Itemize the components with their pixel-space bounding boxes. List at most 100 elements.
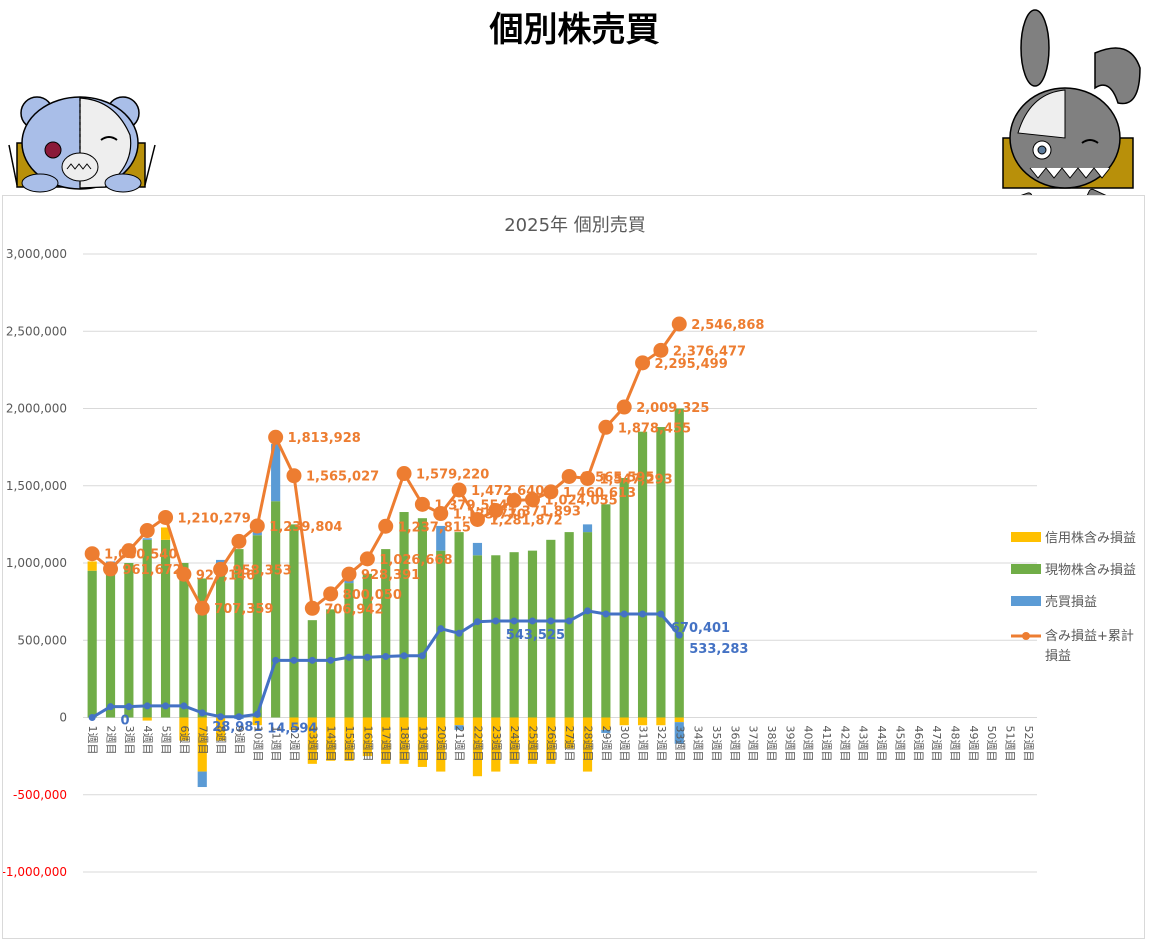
bar-credit bbox=[417, 717, 427, 767]
bar-cash bbox=[197, 578, 207, 718]
total-unrealized-point bbox=[139, 523, 155, 539]
x-tick-label: 6週目 bbox=[178, 726, 191, 755]
total-unrealized-point bbox=[158, 509, 174, 525]
legend-swatch bbox=[1011, 532, 1041, 542]
cumulative-trade-point bbox=[143, 702, 151, 710]
data-label-total: 2,295,499 bbox=[655, 357, 728, 372]
data-label-total: 1,237,815 bbox=[398, 520, 471, 535]
x-tick-label: 41週目 bbox=[820, 726, 833, 762]
x-tick-label: 10週目 bbox=[251, 726, 264, 762]
data-label-total: 1,813,928 bbox=[288, 431, 361, 446]
total-unrealized-point bbox=[249, 518, 265, 534]
cumulative-trade-point bbox=[198, 709, 206, 717]
cumulative-trade-point bbox=[345, 653, 353, 661]
y-tick-label: 1,500,000 bbox=[6, 479, 67, 493]
x-tick-label: 34週目 bbox=[692, 726, 705, 762]
bar-credit bbox=[509, 717, 519, 764]
bar-credit bbox=[564, 717, 574, 749]
bar-cash bbox=[362, 573, 372, 718]
chart: 2025年 個別売買 3,000,000 2,500,000 2,000,000 1,… bbox=[3, 215, 1136, 879]
total-unrealized-point bbox=[653, 342, 669, 358]
cumulative-trade-point bbox=[492, 617, 500, 625]
bar-trade bbox=[436, 525, 446, 551]
bar-credit bbox=[546, 717, 556, 764]
x-tick-label: 33週目 bbox=[673, 726, 686, 762]
legend-swatch bbox=[1011, 596, 1041, 606]
cumulative-trade-point bbox=[547, 617, 555, 625]
bar-cash bbox=[216, 563, 226, 718]
bar-trade bbox=[454, 725, 464, 730]
y-tick-label: 3,000,000 bbox=[6, 247, 67, 261]
bar-trade bbox=[582, 524, 593, 533]
bar-trade bbox=[601, 729, 611, 733]
cumulative-trade-point bbox=[125, 703, 133, 711]
bar-credit bbox=[436, 717, 446, 772]
bar-cash bbox=[472, 555, 483, 718]
cumulative-trade-point bbox=[620, 610, 628, 618]
data-label-total: 2,009,325 bbox=[636, 401, 709, 416]
bar-credit bbox=[160, 527, 171, 540]
total-unrealized-point bbox=[451, 482, 467, 498]
bar-cash bbox=[179, 563, 189, 718]
bar-cash bbox=[142, 539, 152, 718]
x-tick-label: 29週目 bbox=[600, 726, 613, 762]
cumulative-trade-point bbox=[88, 714, 96, 721]
total-unrealized-point bbox=[414, 496, 430, 512]
data-label-total: 958,353 bbox=[233, 563, 292, 578]
bar-trade bbox=[674, 722, 684, 744]
data-label-total: 1,547,293 bbox=[600, 472, 673, 487]
y-tick-label: 2,000,000 bbox=[6, 402, 67, 416]
data-label-trade-cum: 670,401 bbox=[671, 621, 730, 636]
cumulative-trade-point bbox=[272, 656, 280, 664]
legend-label: 含み損益+累計損益 bbox=[1045, 628, 1134, 664]
bar-credit bbox=[527, 717, 538, 764]
cumulative-trade-point bbox=[162, 702, 170, 710]
x-tick-label: 39週目 bbox=[783, 726, 796, 762]
total-unrealized-point bbox=[543, 484, 559, 500]
cumulative-trade-point bbox=[107, 703, 115, 711]
data-label-total: 1,281,872 bbox=[489, 513, 562, 528]
bar-credit bbox=[344, 717, 354, 761]
legend-swatch-marker bbox=[1022, 632, 1030, 640]
cumulative-trade-point bbox=[528, 617, 536, 625]
total-unrealized-point bbox=[671, 316, 687, 332]
bar-cash bbox=[491, 555, 501, 718]
x-tick-label: 51週目 bbox=[1003, 726, 1016, 762]
x-tick-label: 44週目 bbox=[875, 726, 888, 762]
data-label-total: 706,942 bbox=[324, 602, 383, 617]
data-label-total: 1,210,279 bbox=[178, 511, 251, 526]
cumulative-trade-point bbox=[400, 652, 408, 660]
bar-cash bbox=[105, 572, 116, 718]
total-unrealized-point bbox=[469, 511, 485, 527]
cumulative-trade-point bbox=[418, 652, 426, 660]
x-tick-label: 24週目 bbox=[508, 726, 521, 762]
bar-credit bbox=[289, 717, 299, 730]
bar-cash bbox=[307, 620, 317, 718]
x-tick-label: 37週目 bbox=[747, 726, 760, 762]
x-tick-label: 23週目 bbox=[490, 726, 503, 762]
total-unrealized-point bbox=[488, 502, 504, 518]
bar-credit bbox=[179, 717, 189, 741]
y-tick-label: -1,000,000 bbox=[3, 865, 67, 879]
x-tick-label: 31週目 bbox=[637, 726, 650, 762]
x-tick-label: 36週目 bbox=[728, 726, 741, 762]
x-tick-label: 21週目 bbox=[453, 726, 466, 762]
bar-trade bbox=[271, 444, 281, 502]
x-tick-label: 19週目 bbox=[416, 726, 429, 762]
x-tick-label: 48週目 bbox=[948, 726, 961, 762]
bar-cash bbox=[417, 518, 427, 718]
page-title: 個別株売買 bbox=[489, 10, 660, 50]
x-tick-label: 38週目 bbox=[765, 726, 778, 762]
data-label-total: 1,565,595 bbox=[581, 470, 654, 485]
bar-cash bbox=[124, 563, 134, 718]
cumulative-trade-point bbox=[675, 631, 683, 639]
bar-trade bbox=[472, 542, 483, 556]
x-tick-label: 9週目 bbox=[233, 726, 246, 755]
x-tick-label: 27週目 bbox=[563, 726, 576, 762]
total-unrealized-point bbox=[231, 533, 247, 549]
bar-credit bbox=[582, 717, 593, 772]
data-label-total: 1,878,455 bbox=[618, 421, 691, 436]
x-tick-label: 5週目 bbox=[160, 726, 173, 755]
x-tick-label: 35週目 bbox=[710, 726, 723, 762]
data-label-total: 1,024,055 bbox=[544, 494, 617, 509]
